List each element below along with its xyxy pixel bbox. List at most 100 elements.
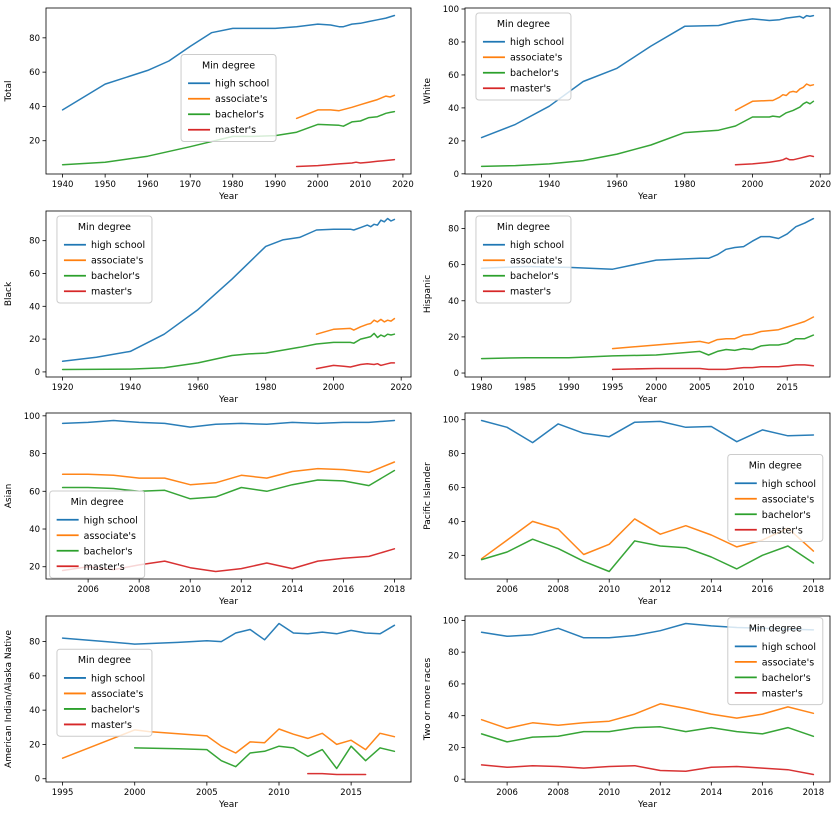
series-bachelors: [61, 469, 396, 500]
x-tick-label: 2010: [733, 383, 755, 393]
y-tick-label: 100: [443, 5, 459, 15]
x-tick-label: 1980: [255, 383, 277, 393]
y-axis: 0 20 40 60 80: [448, 225, 465, 379]
legend-entry-label: associate's: [762, 657, 814, 668]
series-associates: [295, 94, 396, 120]
x-tick-label: 1920: [471, 180, 493, 190]
y-tick-label: 20: [448, 551, 459, 561]
plot-lines: [61, 14, 396, 168]
y-tick-label: 100: [24, 412, 40, 422]
y-tick-label: 60: [448, 71, 459, 81]
y-axis-label: Asian: [4, 484, 14, 509]
legend-entry-label: high school: [510, 240, 564, 251]
x-tick-label: 1940: [52, 180, 74, 190]
plot-spines: [464, 7, 831, 175]
x-tick-label: 1960: [187, 383, 209, 393]
chart-american-indian-alaska-native: 1995 2000 2005 2010 2015 0 20 40 60 80 American In…: [4, 615, 412, 810]
x-tick-label: 2005: [689, 383, 711, 393]
x-tick-label: 1995: [52, 788, 74, 798]
x-tick-label: 2010: [598, 585, 620, 595]
x-tick-label: 2000: [124, 788, 146, 798]
x-tick-label: 1995: [602, 383, 624, 393]
plot-lines: [61, 622, 396, 776]
series-bachelors: [480, 726, 815, 743]
y-axis: 20 40 60 80 100: [443, 416, 465, 561]
plot-spines: [464, 615, 831, 783]
y-tick-label: 80: [448, 450, 459, 460]
chart-black: 1920 1940 1960 1980 2000 2020 0 20 40 60 80 Black Ye…: [4, 210, 412, 405]
series-masters: [295, 158, 396, 168]
y-tick-label: 20: [448, 137, 459, 147]
legend-title: Min degree: [78, 655, 131, 666]
legend-entry-label: associate's: [84, 531, 136, 542]
x-tick-label: 2014: [700, 585, 722, 595]
legend-entry-label: high school: [91, 240, 145, 251]
y-tick-label: 40: [448, 297, 459, 307]
x-tick-label: 1970: [179, 180, 201, 190]
y-tick-label: 0: [454, 775, 459, 785]
legend-title: Min degree: [202, 60, 255, 71]
legend: Min degree high school associate's bachelor…: [727, 617, 824, 706]
x-tick-label: 2005: [196, 788, 218, 798]
legend-entry-label: high school: [510, 37, 564, 48]
x-axis: 1980 1985 1990 1995 2000 2005 2010 2015: [471, 377, 798, 393]
legend-entry-label: master's: [91, 720, 132, 731]
series-bachelors: [480, 100, 815, 168]
legend-title: Min degree: [71, 497, 124, 508]
x-axis: 2006 2008 2010 2012 2014 2016 2018: [496, 579, 824, 595]
legend-entry-label: bachelor's: [84, 546, 133, 557]
y-tick-label: 80: [448, 648, 459, 658]
x-tick-label: 2014: [281, 585, 303, 595]
chart-white: 1920 1940 1960 1980 2000 2020 0 20 40 60 80 100 Whit…: [423, 5, 831, 202]
x-tick-label: 2010: [268, 788, 290, 798]
x-axis-label: Year: [218, 395, 238, 405]
legend-entry-label: associate's: [91, 256, 143, 267]
series-high-school: [480, 14, 815, 139]
subplot-total: 1940 1950 1960 1970 1980 1990 2000 2010 2020 20 40…: [0, 0, 419, 203]
legend: Min degree high school associate's bachelor…: [56, 648, 153, 737]
x-tick-label: 1940: [119, 383, 141, 393]
legend-entry-label: master's: [762, 525, 803, 536]
y-tick-label: 40: [448, 517, 459, 527]
legend-entry-label: high school: [762, 479, 816, 490]
series-masters: [734, 154, 815, 166]
y-axis: 20 40 60 80 100: [24, 412, 46, 573]
x-axis-label: Year: [218, 597, 238, 607]
legend: Min degree high school associate's bachelor…: [180, 53, 277, 142]
y-tick-label: 80: [29, 34, 40, 44]
legend-entry-label: master's: [510, 287, 551, 298]
x-tick-label: 1990: [264, 180, 286, 190]
legend: Min degree high school associate's bachelor…: [475, 215, 572, 304]
legend-title: Min degree: [497, 19, 550, 30]
x-tick-label: 2000: [323, 383, 345, 393]
legend-title: Min degree: [749, 624, 802, 635]
legend-entry-label: high school: [762, 642, 816, 653]
series-associates: [734, 83, 815, 112]
x-tick-label: 2008: [547, 585, 569, 595]
series-bachelors: [61, 332, 396, 371]
series-bachelors: [480, 538, 815, 573]
y-axis-label: Pacific Islander: [423, 462, 433, 530]
x-tick-label: 2012: [649, 788, 671, 798]
y-tick-label: 60: [29, 672, 40, 682]
chart-pacific-islander: 2006 2008 2010 2012 2014 2016 2018 20 40 60 80 100 P…: [423, 412, 831, 607]
y-tick-label: 20: [29, 137, 40, 147]
series-high-school: [480, 419, 815, 444]
y-tick-label: 0: [35, 368, 40, 378]
y-tick-label: 60: [448, 484, 459, 494]
y-tick-label: 60: [448, 680, 459, 690]
series-high-school: [61, 622, 396, 645]
series-masters: [307, 772, 367, 776]
legend-entry-label: bachelor's: [91, 704, 140, 715]
x-tick-label: 2000: [645, 383, 667, 393]
x-tick-label: 1985: [514, 383, 536, 393]
chart-hispanic: 1980 1985 1990 1995 2000 2005 2010 2015 0 20 40 60 8…: [423, 210, 831, 405]
y-tick-label: 20: [29, 335, 40, 345]
x-axis: 2006 2008 2010 2012 2014 2016 2018: [77, 579, 405, 595]
x-tick-label: 1960: [606, 180, 628, 190]
y-tick-label: 100: [443, 416, 459, 426]
y-axis-label: Two or more races: [423, 658, 433, 742]
x-tick-label: 2000: [307, 180, 329, 190]
legend-entry-label: high school: [215, 79, 269, 90]
series-associates: [611, 316, 815, 350]
